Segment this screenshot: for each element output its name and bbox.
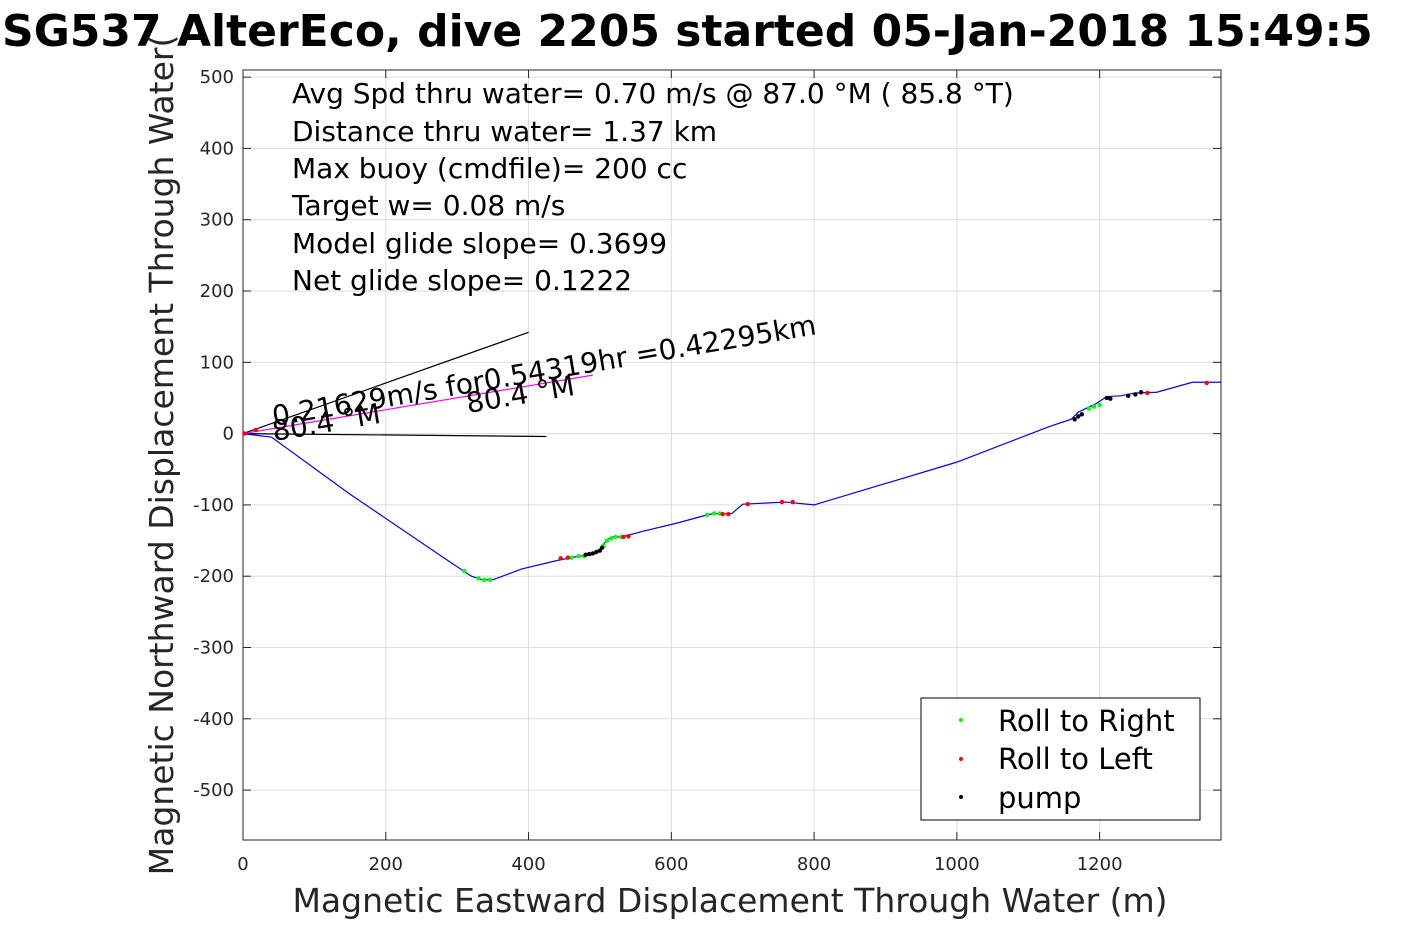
roll-to-right-marker [1097, 402, 1102, 408]
y-tick-label: -300 [193, 638, 234, 659]
y-tick-label: 0 [223, 424, 234, 445]
x-tick-label: 800 [797, 854, 831, 875]
roll-to-left-marker [720, 511, 725, 517]
roll-to-right-marker [704, 512, 710, 518]
roll-to-left-marker [1204, 380, 1209, 386]
roll-to-left-marker [1145, 390, 1150, 396]
axis-ticks: 0 200 400 600 800 1000 12005004003002001000-10… [193, 67, 1221, 875]
legend-marker-roll-right [959, 718, 963, 722]
pump-marker [599, 545, 605, 550]
legend-label-roll-right: Roll to Right [998, 704, 1175, 738]
pump-marker [1079, 412, 1084, 417]
annotation-net-glide: Net glide slope= 0.1222 [292, 264, 632, 297]
annotation-target-w: Target w= 0.08 m/s [291, 189, 565, 222]
legend-box [920, 697, 1201, 821]
x-tick-label: 0 [237, 854, 248, 875]
plot-area-frame [242, 69, 1222, 841]
roll-to-right-marker [613, 534, 618, 540]
roll-to-right-marker [476, 576, 481, 581]
x-tick-label: 1000 [934, 854, 980, 875]
roll-to-right-marker [1086, 406, 1092, 411]
y-tick-label: 400 [200, 138, 234, 159]
roll-to-right-marker [711, 511, 717, 516]
y-tick-label: -100 [193, 495, 234, 516]
pump-marker [1072, 417, 1077, 422]
roll-to-left-marker [565, 555, 571, 560]
pump-marker [1138, 390, 1144, 395]
roll-to-left-marker [242, 431, 247, 436]
net-glide-line [242, 374, 593, 435]
annotation-model-glide: Model glide slope= 0.3699 [292, 227, 667, 260]
y-tick-label: 100 [200, 352, 234, 373]
marker-series [242, 380, 1209, 582]
pump-marker [1108, 396, 1113, 401]
roll-to-left-marker [790, 499, 795, 505]
x-axis-label: Magnetic Eastward Displacement Through W… [292, 881, 1167, 920]
chart-title: SG537 AlterEco, dive 2205 started 05-Jan… [2, 6, 1373, 57]
roll-to-left-marker [726, 511, 731, 517]
grid-lines [242, 70, 1221, 840]
y-tick-label: 200 [200, 281, 234, 302]
legend-label-pump: pump [998, 781, 1081, 815]
roll-to-right-marker [569, 555, 574, 560]
pump-marker [594, 549, 599, 555]
roll-to-right-marker [487, 577, 493, 582]
roll-to-left-marker [745, 501, 750, 507]
legend-label-roll-left: Roll to Left [998, 742, 1153, 776]
roll-to-left-marker [779, 499, 785, 505]
legend: Roll to Right Roll to Left pump [920, 697, 1201, 821]
pump-marker [1133, 392, 1138, 397]
roll-to-left-marker [558, 556, 563, 561]
heading-line-upper [242, 331, 529, 435]
roll-to-left-marker [253, 427, 259, 433]
roll-to-right-marker [604, 538, 610, 543]
annotation-max-buoy: Max buoy (cmdfile)= 200 cc [292, 152, 687, 185]
pump-marker [1076, 414, 1081, 419]
y-tick-label: -400 [193, 709, 234, 730]
x-tick-label: 600 [654, 854, 688, 875]
x-tick-label: 400 [511, 854, 545, 875]
y-tick-label: 300 [200, 210, 234, 231]
roll-to-right-marker [576, 554, 581, 559]
heading-line-lower [242, 433, 547, 438]
y-axis-label: Magnetic Northward Displacement Through … [142, 35, 181, 876]
roll-to-left-marker [626, 534, 631, 539]
x-tick-label: 200 [369, 854, 403, 875]
pump-marker [1125, 393, 1131, 399]
roll-to-right-marker [1091, 404, 1097, 409]
pump-marker [583, 552, 588, 558]
annotation-block: Avg Spd thru water= 0.70 m/s @ 87.0 °M (… [291, 77, 1014, 297]
reference-lines [242, 331, 593, 438]
annotation-distance: Distance thru water= 1.37 km [292, 115, 717, 148]
roll-to-right-marker [462, 569, 467, 574]
y-tick-label: -200 [193, 566, 234, 587]
y-tick-label: -500 [193, 780, 234, 801]
annotation-avg-speed: Avg Spd thru water= 0.70 m/s @ 87.0 °M (… [292, 77, 1014, 110]
x-tick-label: 1200 [1077, 854, 1123, 875]
roll-to-right-marker [482, 577, 487, 582]
pump-marker [587, 551, 592, 557]
pump-marker [590, 551, 595, 556]
roll-to-left-marker [621, 534, 626, 540]
pump-marker [1104, 395, 1109, 401]
legend-marker-pump [959, 795, 963, 799]
legend-marker-roll-left [959, 757, 963, 761]
y-tick-label: 500 [200, 67, 234, 88]
roll-to-right-marker [609, 536, 614, 541]
